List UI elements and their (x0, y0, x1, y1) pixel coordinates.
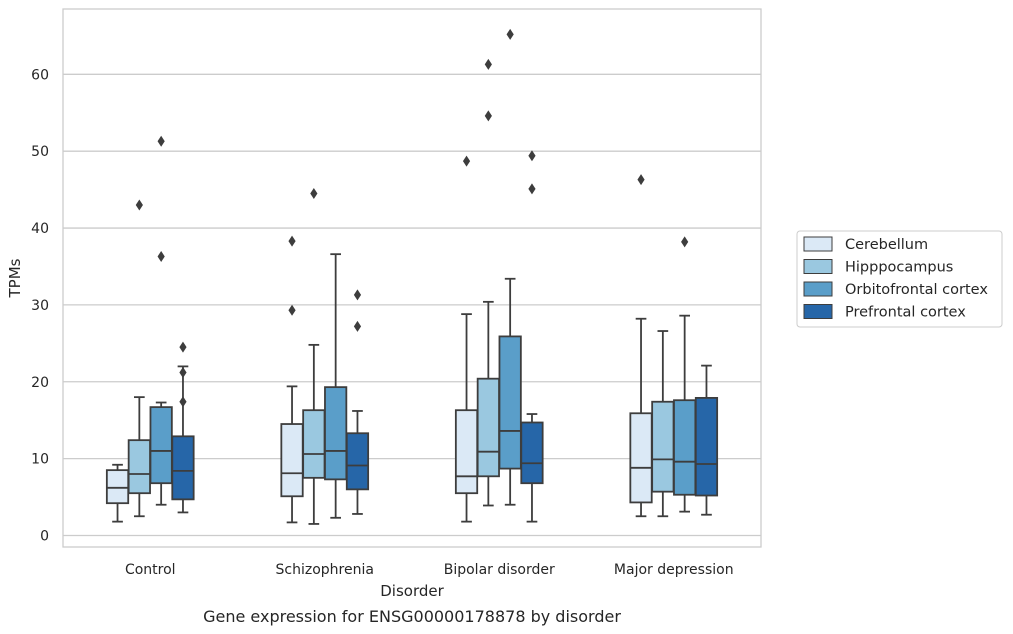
box-iqr (149, 406, 173, 485)
box-iqr (651, 400, 675, 493)
x-tick-label: Bipolar disorder (444, 562, 555, 578)
box-group (454, 155, 479, 523)
outlier-marker (484, 110, 492, 122)
box-iqr (498, 335, 522, 470)
y-tick-label: 30 (31, 298, 49, 314)
box-iqr (127, 439, 151, 495)
outlier-marker (157, 250, 165, 262)
legend-swatch (803, 259, 833, 274)
box-iqr (476, 377, 500, 478)
y-tick-label: 20 (31, 375, 49, 391)
box-group (694, 364, 719, 516)
outlier-marker (135, 199, 143, 211)
box-iqr (280, 423, 304, 498)
y-tick-label: 40 (31, 221, 49, 237)
box-iqr (324, 386, 348, 481)
box-group (629, 174, 653, 518)
box-group (324, 253, 348, 519)
outlier-marker (637, 174, 645, 186)
y-tick-label: 0 (40, 528, 49, 544)
box-group (149, 135, 173, 506)
box-iqr (345, 432, 370, 491)
box-group (345, 289, 370, 515)
y-tick-label: 50 (31, 144, 49, 160)
box-iqr (520, 421, 544, 485)
legend-label: Prefrontal cortex (845, 305, 966, 321)
legend-label: Hipppocampus (845, 260, 953, 276)
x-axis-ticks: Control Schizophrenia Bipolar disorder Majo… (125, 562, 734, 578)
outlier-marker (288, 304, 296, 316)
outlier-marker (179, 396, 187, 408)
legend-swatch (803, 236, 833, 252)
box-group (171, 341, 195, 514)
legend-swatch (803, 281, 833, 297)
legend-label: Cerebellum (845, 237, 928, 253)
series-hipppocampus (127, 58, 675, 525)
x-tick-label: Major depression (614, 562, 734, 578)
legend-label: Orbitofrontal cortex (845, 282, 988, 298)
box-group (476, 58, 500, 507)
outlier-marker (288, 235, 296, 247)
outlier-marker (528, 183, 536, 195)
box-iqr (673, 399, 697, 496)
outlier-marker (310, 187, 318, 199)
chart-title: Gene expression for ENSG00000178878 by d… (203, 607, 621, 626)
outlier-marker (353, 320, 362, 332)
box-group (127, 199, 151, 518)
x-tick-label: Control (125, 562, 176, 578)
box-plot-series (105, 28, 719, 525)
box-iqr (694, 396, 719, 497)
outlier-marker (506, 28, 514, 40)
box-iqr (105, 469, 130, 505)
box-iqr (302, 409, 326, 479)
box-group (302, 187, 326, 525)
plot-area-frame (62, 8, 762, 548)
outlier-marker (681, 236, 689, 248)
series-prefrontal-cortex (171, 150, 719, 523)
outlier-marker (528, 150, 536, 162)
box-group (105, 463, 130, 523)
x-axis-title: Disorder (380, 582, 444, 600)
box-group (651, 330, 675, 518)
box-group (498, 28, 522, 506)
box-group (280, 235, 304, 524)
legend-frame (796, 230, 1003, 328)
outlier-marker (462, 155, 471, 167)
outlier-marker (179, 341, 187, 353)
box-iqr (171, 435, 195, 501)
legend-swatch (803, 304, 833, 319)
y-tick-label: 60 (31, 67, 49, 83)
outlier-marker (179, 367, 187, 379)
box-group (673, 236, 697, 513)
series-cerebellum (105, 155, 653, 524)
box-iqr (454, 409, 479, 495)
box-iqr (629, 412, 653, 504)
outlier-marker (157, 135, 165, 147)
y-axis-ticks: 0 10 20 30 40 50 60 (31, 67, 49, 544)
outlier-marker (353, 289, 362, 301)
outlier-marker (484, 58, 492, 70)
legend: Cerebellum Hipppocampus Orbitofrontal cort… (796, 230, 1003, 328)
series-orbitofrontal-cortex (149, 28, 697, 519)
x-tick-label: Schizophrenia (276, 562, 374, 578)
y-axis-title: TPMs (6, 258, 24, 298)
box-group (520, 150, 544, 523)
y-tick-label: 10 (31, 452, 49, 468)
